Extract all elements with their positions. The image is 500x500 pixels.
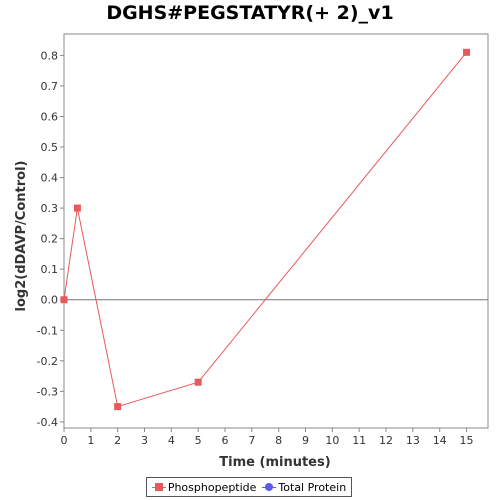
x-tick-label: 12 xyxy=(379,434,393,447)
y-tick-label: 0.2 xyxy=(41,233,59,246)
x-tick-label: 10 xyxy=(325,434,339,447)
legend-item-total-protein: Total Protein xyxy=(262,481,346,494)
y-tick-label: -0.1 xyxy=(37,324,58,337)
y-tick-label: 0.8 xyxy=(41,49,59,62)
x-tick-label: 5 xyxy=(195,434,202,447)
legend: Phosphopeptide Total Protein xyxy=(146,477,352,497)
x-tick-label: 15 xyxy=(460,434,474,447)
y-tick-label: 0.6 xyxy=(41,110,59,123)
x-tick-label: 9 xyxy=(302,434,309,447)
y-axis-title: log2(dDAVP/Control) xyxy=(14,161,29,312)
x-tick-label: 7 xyxy=(248,434,255,447)
chart-title: DGHS#PEGSTATYR(+ 2)_v1 xyxy=(106,2,394,24)
x-tick-label: 14 xyxy=(433,434,447,447)
data-point xyxy=(60,296,68,304)
legend-item-phosphopeptide: Phosphopeptide xyxy=(151,480,257,494)
legend-label-total-protein: Total Protein xyxy=(278,480,347,494)
y-tick-label: 0.3 xyxy=(41,202,59,215)
x-tick-label: 13 xyxy=(406,434,420,447)
x-tick-label: 11 xyxy=(352,434,366,447)
y-tick-label: -0.4 xyxy=(37,416,58,429)
data-point xyxy=(463,48,471,56)
y-tick-label: 0.4 xyxy=(41,172,59,185)
data-point xyxy=(194,378,202,386)
plot-area: -0.4 -0.3 -0.2 -0.1 0.0 0.1 0.2 0.3 0.4 0.5 0.6 0.7… xyxy=(37,33,489,447)
y-tick-label: 0.5 xyxy=(41,141,59,154)
x-tick-label: 0 xyxy=(61,434,68,447)
data-point xyxy=(114,403,122,411)
x-tick-label: 2 xyxy=(114,434,121,447)
y-tick-label: -0.2 xyxy=(37,355,58,368)
y-tick-label: 0.0 xyxy=(41,294,59,307)
x-axis-title: Time (minutes) xyxy=(219,455,330,470)
x-tick-label: 4 xyxy=(168,434,175,447)
y-tick-label: 0.1 xyxy=(41,263,59,276)
circle-marker-icon xyxy=(262,482,277,492)
legend-label-phosphopeptide: Phosphopeptide xyxy=(167,480,257,494)
x-tick-label: 6 xyxy=(222,434,229,447)
plot-frame xyxy=(63,33,489,429)
x-tick-label: 1 xyxy=(87,434,94,447)
square-marker-icon xyxy=(151,482,166,492)
y-tick-label: 0.7 xyxy=(41,80,59,93)
x-tick-label: 8 xyxy=(275,434,282,447)
data-point xyxy=(73,204,81,212)
x-tick-label: 3 xyxy=(141,434,148,447)
y-tick-label: -0.3 xyxy=(37,385,58,398)
